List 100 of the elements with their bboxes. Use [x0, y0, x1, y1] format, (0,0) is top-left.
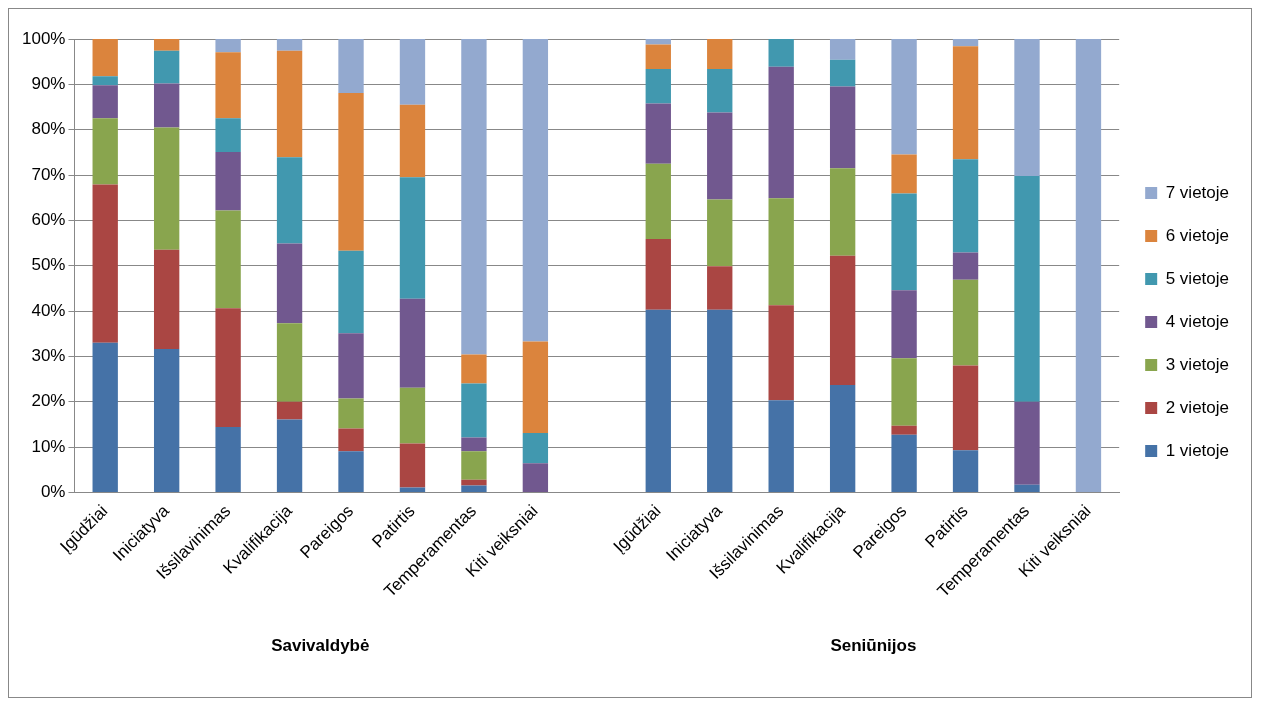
- bar: [891, 193, 917, 291]
- y-tick-label: 100%: [22, 28, 66, 48]
- y-tick-label: 60%: [31, 210, 66, 230]
- bar: [215, 308, 241, 428]
- bar: [1014, 39, 1040, 176]
- bar: [461, 485, 487, 492]
- bar: [829, 168, 856, 256]
- bar: [952, 159, 979, 253]
- bar: [276, 243, 303, 324]
- bar: [707, 199, 733, 267]
- bar: [952, 46, 979, 160]
- bar: [768, 198, 794, 306]
- bar: [276, 157, 303, 244]
- legend-label: 2 vietoje: [1165, 397, 1230, 417]
- bar: [461, 39, 487, 355]
- y-tick-label: 50%: [31, 255, 66, 275]
- bar: [399, 39, 426, 105]
- y-tick-label: 90%: [31, 74, 66, 94]
- bar: [829, 86, 856, 169]
- bar: [645, 103, 671, 164]
- bar: [153, 50, 180, 84]
- bar: [891, 39, 917, 155]
- bar: [276, 419, 303, 492]
- legend-label: 4 vietoje: [1165, 311, 1230, 331]
- bar: [952, 365, 979, 451]
- bar: [153, 127, 180, 250]
- y-tick-label: 10%: [31, 436, 66, 456]
- bar: [768, 66, 794, 199]
- y-tick-label: 40%: [31, 300, 66, 320]
- bar: [645, 309, 671, 492]
- legend-label: 1 vietoje: [1165, 440, 1230, 460]
- bar: [522, 432, 549, 464]
- bar: [92, 85, 118, 119]
- bar: [399, 298, 426, 388]
- bar: [891, 154, 917, 194]
- bar: [768, 39, 794, 67]
- bar: [891, 434, 917, 492]
- bar: [92, 342, 118, 492]
- bar: [338, 250, 364, 334]
- bar: [153, 349, 180, 492]
- bar: [215, 427, 241, 492]
- bar: [276, 50, 303, 158]
- bar: [338, 428, 364, 452]
- bar: [522, 39, 549, 342]
- bar: [338, 398, 364, 429]
- legend-label: 5 vietoje: [1165, 268, 1230, 288]
- bar: [276, 39, 303, 51]
- bar: [1014, 175, 1040, 402]
- bar: [891, 290, 917, 359]
- bar: [522, 341, 549, 433]
- bar: [92, 39, 118, 77]
- bar: [92, 118, 118, 185]
- bar: [399, 487, 426, 492]
- bar: [338, 451, 364, 492]
- bar: [215, 151, 241, 211]
- y-tick-label: 20%: [31, 391, 66, 411]
- bar: [645, 238, 671, 310]
- bar: [461, 479, 487, 486]
- bar: [1075, 39, 1102, 492]
- bar: [399, 177, 426, 299]
- y-tick-label: 80%: [31, 119, 66, 139]
- bar: [707, 112, 733, 200]
- bar: [645, 44, 671, 69]
- bar: [829, 39, 856, 60]
- bar: [399, 104, 426, 178]
- text: Savivaldybė: [271, 635, 370, 655]
- bar: [522, 463, 549, 492]
- bar: [768, 400, 794, 492]
- bar: [645, 163, 671, 239]
- bar: [829, 255, 856, 385]
- bar: [829, 59, 856, 87]
- bar: [891, 358, 917, 426]
- bar: [215, 52, 241, 119]
- bar: [891, 425, 917, 435]
- bar: [338, 92, 364, 251]
- bar: [707, 266, 733, 310]
- y-tick-label: 0%: [40, 482, 66, 502]
- bar: [153, 249, 180, 350]
- y-tick-label: 30%: [31, 346, 66, 366]
- bar: [153, 39, 180, 51]
- bar: [92, 184, 118, 343]
- bar: [952, 450, 979, 492]
- bar: [461, 451, 487, 480]
- bar: [1014, 484, 1040, 492]
- bar: [645, 39, 671, 45]
- bar: [952, 252, 979, 280]
- bar: [215, 210, 241, 309]
- bar: [952, 39, 979, 47]
- legend-label: 3 vietoje: [1165, 354, 1230, 374]
- text: Seniūnijos: [830, 635, 917, 655]
- bar: [768, 305, 794, 401]
- bar: [215, 118, 241, 152]
- bar: [153, 83, 180, 128]
- bar: [92, 76, 118, 86]
- bar: [461, 354, 487, 384]
- bar: [707, 309, 733, 492]
- bar: [215, 39, 241, 53]
- bar: [1014, 401, 1040, 485]
- y-tick-label: 70%: [31, 164, 66, 184]
- bar: [276, 323, 303, 402]
